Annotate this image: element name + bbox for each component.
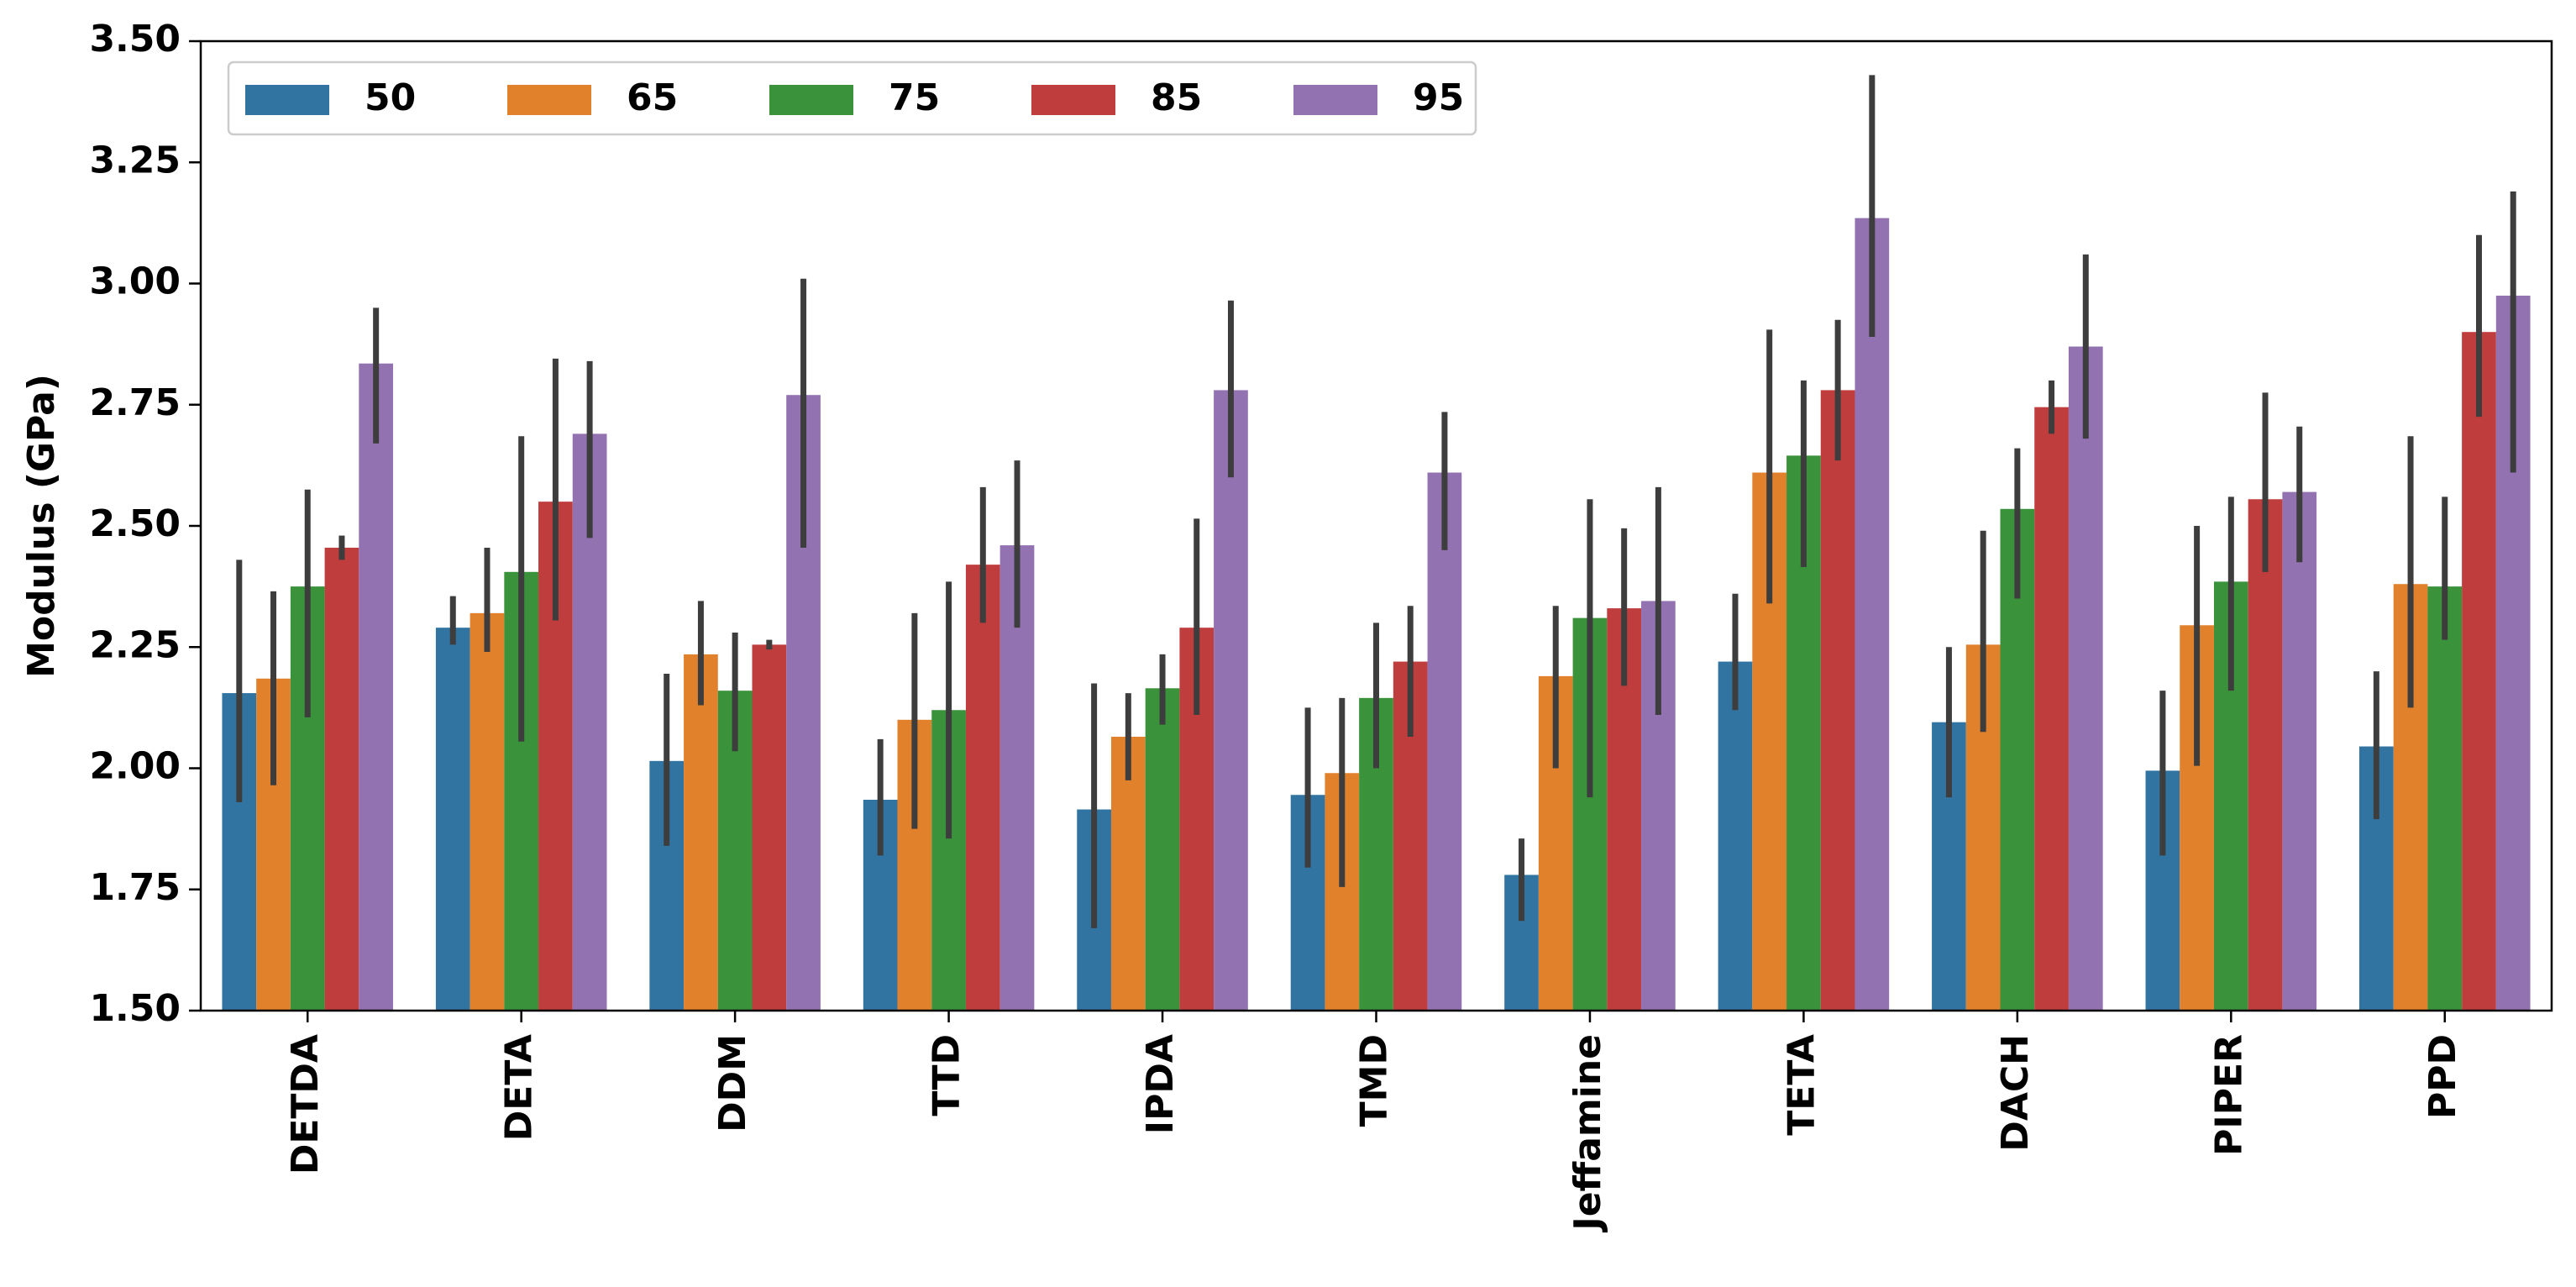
- bar: [2462, 332, 2496, 1011]
- bar: [359, 363, 394, 1011]
- legend-label: 95: [1413, 76, 1464, 119]
- legend-swatch: [245, 85, 329, 115]
- legend-swatch: [769, 85, 853, 115]
- x-tick-label: TMD: [1353, 1034, 1396, 1127]
- y-tick-label: 3.00: [89, 260, 181, 303]
- y-tick-label: 1.75: [89, 866, 181, 909]
- bar: [2034, 407, 2069, 1011]
- legend-label: 75: [889, 76, 940, 119]
- x-tick-label: DETDA: [284, 1034, 327, 1174]
- x-tick-label: Jeffamine: [1566, 1034, 1609, 1233]
- y-tick-label: 2.00: [89, 745, 181, 788]
- x-tick-label: PIPER: [2207, 1034, 2250, 1156]
- bar: [324, 547, 359, 1011]
- bar: [752, 644, 787, 1011]
- bar: [2248, 499, 2283, 1011]
- bar: [2282, 491, 2317, 1011]
- legend-swatch: [1031, 85, 1115, 115]
- x-tick-label: TETA: [1780, 1034, 1823, 1136]
- bar: [2427, 586, 2463, 1011]
- x-tick-label: TTD: [926, 1034, 968, 1116]
- y-tick-label: 2.75: [89, 381, 181, 424]
- legend: 50 65 75 85 95: [227, 60, 1477, 136]
- legend-swatch: [1293, 85, 1377, 115]
- bar: [1855, 218, 1890, 1011]
- bar: [2068, 346, 2103, 1011]
- legend-swatch: [507, 85, 591, 115]
- bar: [435, 628, 470, 1011]
- y-tick-label: 1.50: [89, 987, 181, 1030]
- x-tick-label: DETA: [498, 1034, 541, 1141]
- bar: [470, 612, 505, 1011]
- y-tick-label: 2.25: [89, 623, 181, 666]
- bar: [1214, 390, 1248, 1011]
- bar: [1718, 661, 1753, 1011]
- y-tick-label: 2.50: [89, 502, 181, 545]
- legend-label: 65: [627, 76, 678, 119]
- bar: [1820, 390, 1855, 1011]
- legend-label: 85: [1151, 76, 1202, 119]
- bar: [1145, 688, 1180, 1011]
- bar: [684, 654, 718, 1011]
- x-tick-label: DDM: [711, 1034, 754, 1132]
- x-tick-label: PPD: [2421, 1034, 2464, 1119]
- bar: [1427, 472, 1462, 1011]
- x-tick-label: IPDA: [1139, 1034, 1182, 1134]
- legend-label: 50: [365, 76, 416, 119]
- y-tick-label: 3.25: [89, 139, 181, 181]
- y-tick-label: 3.50: [89, 18, 181, 60]
- x-tick-label: DACH: [1994, 1034, 2037, 1152]
- plot-frame: [199, 39, 2553, 1012]
- y-axis-label: Modulus (GPa): [20, 374, 63, 678]
- bar: [965, 565, 1000, 1011]
- bar: [1110, 736, 1146, 1011]
